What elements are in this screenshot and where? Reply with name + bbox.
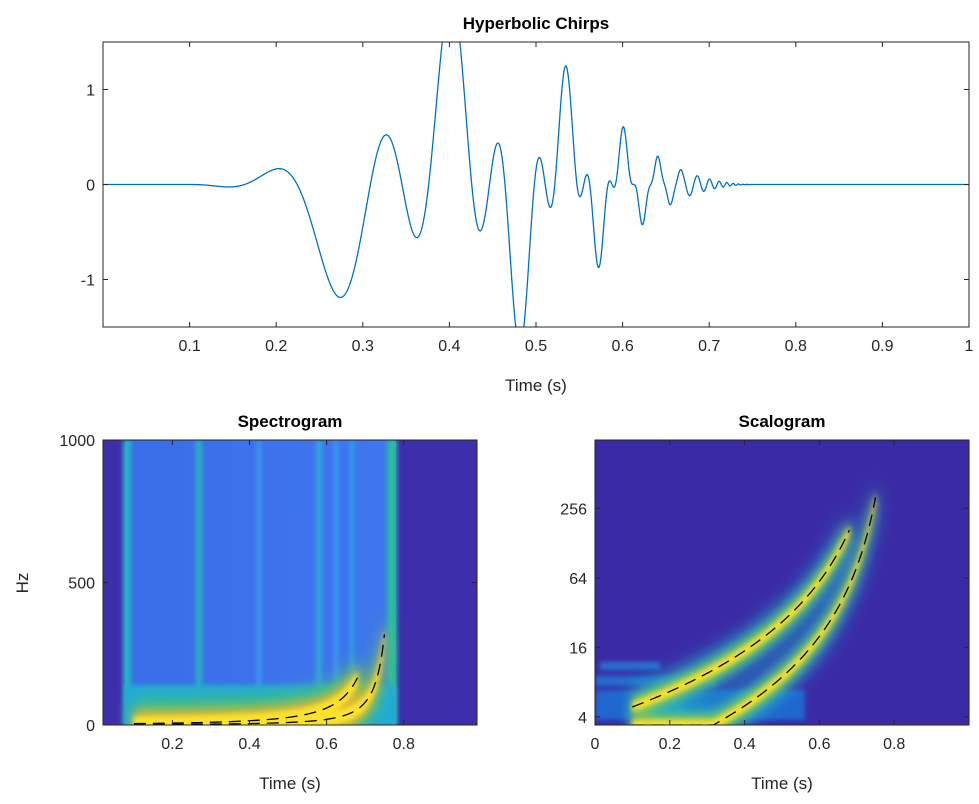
spectrogram-x-ticks: 0.2 0.4 0.6 0.8 — [161, 440, 415, 753]
x-tick-label: 0.1 — [178, 338, 200, 355]
x-tick-label: 0 — [591, 736, 600, 753]
scalogram-axes-box — [594, 439, 970, 726]
y-tick-label: 4 — [578, 710, 587, 727]
y-tick-label: 256 — [560, 501, 587, 518]
x-tick-label: 0.2 — [161, 736, 183, 753]
x-tick-label: 0.8 — [785, 338, 807, 355]
spectrogram-title: Spectrogram — [238, 412, 343, 431]
scalogram-title: Scalogram — [739, 412, 826, 431]
chirp-signal-line — [103, 42, 969, 327]
spectrogram-y-label: Hz — [13, 573, 32, 594]
y-tick-label: 0 — [86, 718, 95, 735]
x-tick-label: 0.6 — [808, 736, 830, 753]
x-tick-label: 0.4 — [438, 338, 460, 355]
spectrogram-y-ticks: 0 500 1000 — [59, 433, 477, 735]
scalogram-image — [595, 440, 969, 725]
x-tick-label: 0.4 — [238, 736, 260, 753]
scalogram-x-ticks: 0 0.2 0.4 0.6 0.8 — [591, 440, 905, 753]
scalogram-ridge-lines — [632, 497, 877, 725]
scalogram-y-ticks: 4 16 64 256 — [560, 501, 969, 727]
spectrogram-ridge-lines — [133, 634, 386, 725]
chirp-x-label: Time (s) — [505, 376, 567, 395]
x-tick-label: 0.3 — [352, 338, 374, 355]
x-tick-label: 0.5 — [525, 338, 547, 355]
chirp-signal-axes: 0.1 0.2 0.3 0.4 0.5 0.6 0.7 0.8 0.9 1 -1 0 1 Hyperb… — [81, 14, 974, 395]
y-tick-label: 1 — [86, 83, 95, 100]
y-tick-label: 500 — [68, 576, 95, 593]
x-tick-label: 0.2 — [659, 736, 681, 753]
x-tick-label: 0.2 — [265, 338, 287, 355]
spectrogram-image — [103, 440, 477, 725]
x-tick-label: 0.6 — [611, 338, 633, 355]
y-tick-label: 16 — [569, 640, 587, 657]
y-tick-label: 1000 — [59, 433, 95, 450]
spectrogram-x-label: Time (s) — [259, 774, 321, 793]
chirp-x-ticks: 0.1 0.2 0.3 0.4 0.5 0.6 0.7 0.8 0.9 1 — [178, 42, 974, 355]
scalogram-axes: 0 0.2 0.4 0.6 0.8 4 16 64 256 Scalogram Time (s… — [560, 412, 970, 793]
x-tick-label: 1 — [965, 338, 974, 355]
y-tick-label: 0 — [86, 178, 95, 195]
x-tick-label: 0.8 — [393, 736, 415, 753]
x-tick-label: 0.7 — [698, 338, 720, 355]
spectrogram-axes: 0.2 0.4 0.6 0.8 0 500 1000 Spectrogram Time (… — [13, 412, 478, 793]
x-tick-label: 0.4 — [733, 736, 755, 753]
x-tick-label: 0.8 — [883, 736, 905, 753]
y-tick-label: 64 — [569, 571, 587, 588]
chirp-title: Hyperbolic Chirps — [463, 14, 609, 33]
x-tick-label: 0.9 — [871, 338, 893, 355]
scalogram-x-label: Time (s) — [751, 774, 813, 793]
x-tick-label: 0.6 — [316, 736, 338, 753]
chirp-y-ticks: -1 0 1 — [81, 83, 969, 290]
y-tick-label: -1 — [81, 273, 95, 290]
